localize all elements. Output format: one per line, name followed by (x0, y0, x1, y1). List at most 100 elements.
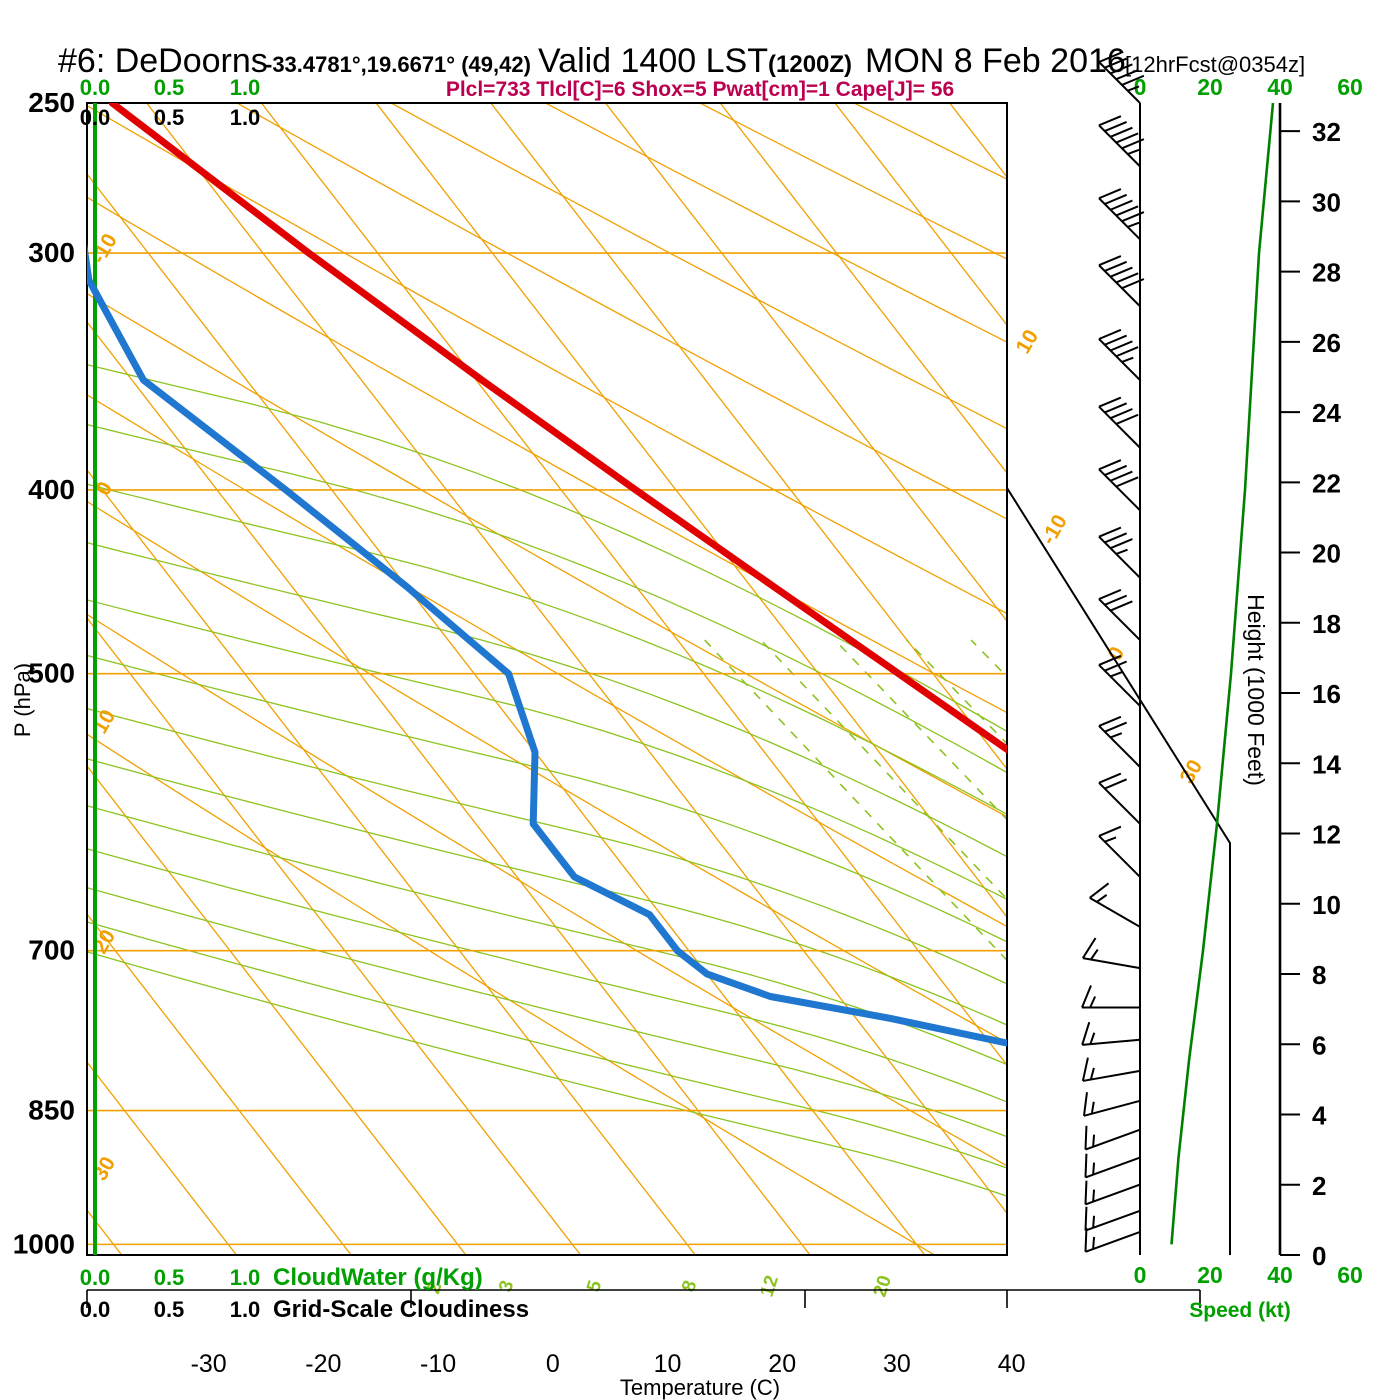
isotherm-label: -10 (87, 230, 122, 268)
wind-barb-half-feather (1092, 1189, 1096, 1202)
dewpoint-curve (87, 243, 1007, 1047)
height-tick-label: 22 (1312, 468, 1341, 498)
mixing-ratio-label: 8 (678, 1278, 701, 1295)
wind-barb-feather (1081, 985, 1092, 1008)
isotherm (87, 469, 696, 1255)
speed-tick-label-bottom: 40 (1267, 1262, 1293, 1288)
dry-adiabat (698, 103, 1007, 260)
isotherm (490, 103, 1007, 771)
wind-barb-shaft (1098, 536, 1141, 579)
isotherm (87, 617, 582, 1255)
cloudwater-tick-bottom: 0.5 (154, 1265, 185, 1290)
dry-adiabat (87, 104, 1007, 615)
wind-barb-feather (1110, 600, 1133, 612)
wind-barb-feather (1110, 408, 1133, 420)
pressure-tick-label: 850 (28, 1095, 75, 1126)
wind-barb-half-feather (1121, 356, 1134, 363)
wind-barb-shaft (1098, 664, 1141, 707)
height-axis-label: Height (1000 Feet) (1243, 594, 1269, 786)
wind-barb-feather (1121, 74, 1145, 86)
wind-barb-half-feather (1090, 948, 1099, 961)
temperature-tick-label: 0 (546, 1350, 560, 1378)
wind-barb-feather (1121, 278, 1145, 290)
moist-adiabat (87, 364, 1007, 733)
wind-barb-shaft (1098, 725, 1141, 768)
wind-barb-feather (1098, 51, 1122, 63)
cloudiness-tick-bottom: 0.0 (80, 1297, 111, 1322)
wind-barb-feather (1104, 193, 1128, 205)
cloudwater-tick-top: 0.0 (80, 75, 111, 100)
isotherm (87, 321, 811, 1255)
height-tick-label: 12 (1312, 820, 1341, 850)
isotherm (834, 103, 1007, 327)
dry-adiabat (389, 103, 1007, 430)
wind-barb-feather (1104, 532, 1128, 544)
speed-tick-label-top: 0 (1134, 74, 1147, 100)
wind-barb-feather (1104, 721, 1128, 733)
wind-barb-half-feather (1096, 894, 1108, 903)
temperature-curve (108, 103, 1007, 754)
wind-barb-shaft (1085, 1209, 1141, 1232)
wind-barb-shaft (1098, 338, 1141, 381)
isotherm (87, 172, 926, 1255)
wind-barb-shaft (1098, 598, 1141, 641)
plot-frame (86, 102, 1282, 1308)
wind-barb-feather (1115, 205, 1139, 217)
wind-barb-feather (1110, 266, 1133, 278)
height-tick-label: 10 (1312, 890, 1341, 920)
wind-barb-feather (1098, 115, 1122, 127)
wind-barb-feather (1084, 1180, 1088, 1205)
mixing-ratio-label: 12 (757, 1273, 784, 1300)
wind-barb-feather (1082, 937, 1097, 959)
valid-time-utc: (1200Z) (768, 51, 852, 78)
moist-adiabat (87, 654, 1007, 943)
wind-barb-half-feather (1092, 1215, 1096, 1228)
height-tick-label: 24 (1312, 398, 1341, 428)
moist-adiabat (87, 848, 1007, 1103)
wind-barb-feather (1115, 346, 1139, 358)
height-tick-label: 16 (1312, 679, 1341, 709)
wind-barb-feather (1098, 654, 1122, 666)
pressure-tick-label: 1000 (13, 1228, 75, 1259)
wind-barb-half-feather (1110, 671, 1123, 678)
wind-barb-half-feather (1115, 548, 1128, 555)
grid-lines (0, 103, 1007, 1255)
wind-barb-feather (1104, 334, 1128, 346)
wind-barb-feather (1098, 715, 1122, 727)
height-tick-label: 20 (1312, 539, 1341, 569)
temperature-tick-label: 40 (998, 1350, 1026, 1378)
wind-barb-feather (1084, 1153, 1088, 1178)
isotherm (604, 103, 1007, 623)
isotherm (87, 765, 467, 1255)
cloudwater-tick-bottom: 0.0 (80, 1265, 111, 1290)
wind-barb-half-feather (1089, 1032, 1096, 1045)
wind-barb-feather (1104, 402, 1128, 414)
wind-barb-half-feather (1092, 1162, 1096, 1175)
mixing-ratio-label: 20 (870, 1273, 897, 1300)
speed-tick-label-bottom: 60 (1337, 1262, 1363, 1288)
cloudiness-tick-bottom: 1.0 (230, 1297, 261, 1322)
moist-adiabat (87, 886, 1007, 1138)
height-tick-label: 30 (1312, 187, 1341, 217)
forecast-tag: [12hrFcst@0354z] (1125, 52, 1305, 77)
wind-barb-shaft (1085, 1230, 1141, 1253)
wind-barb-feather (1115, 272, 1139, 284)
wind-barb-feather (1104, 464, 1128, 476)
wind-barb-feather (1115, 476, 1139, 488)
wind-barb-shaft (1083, 1099, 1141, 1117)
wind-barb-half-feather (1090, 1101, 1095, 1114)
wind-barb-feather (1104, 660, 1128, 672)
temperature-tick-label: -10 (420, 1350, 456, 1378)
cloudiness-tick-top: 0.0 (80, 105, 111, 130)
temperature-tick-label: 20 (768, 1350, 796, 1378)
wind-barb-shaft (1098, 264, 1141, 307)
wind-barb-feather (1121, 211, 1145, 223)
moist-adiabat (87, 805, 1007, 1066)
wind-barb-feather (1121, 138, 1145, 150)
speed-tick-label-top: 40 (1267, 74, 1293, 100)
isotherm (0, 103, 7, 1255)
wind-barb-shaft (1098, 61, 1141, 104)
cloudwater-tick-top: 0.5 (154, 75, 185, 100)
